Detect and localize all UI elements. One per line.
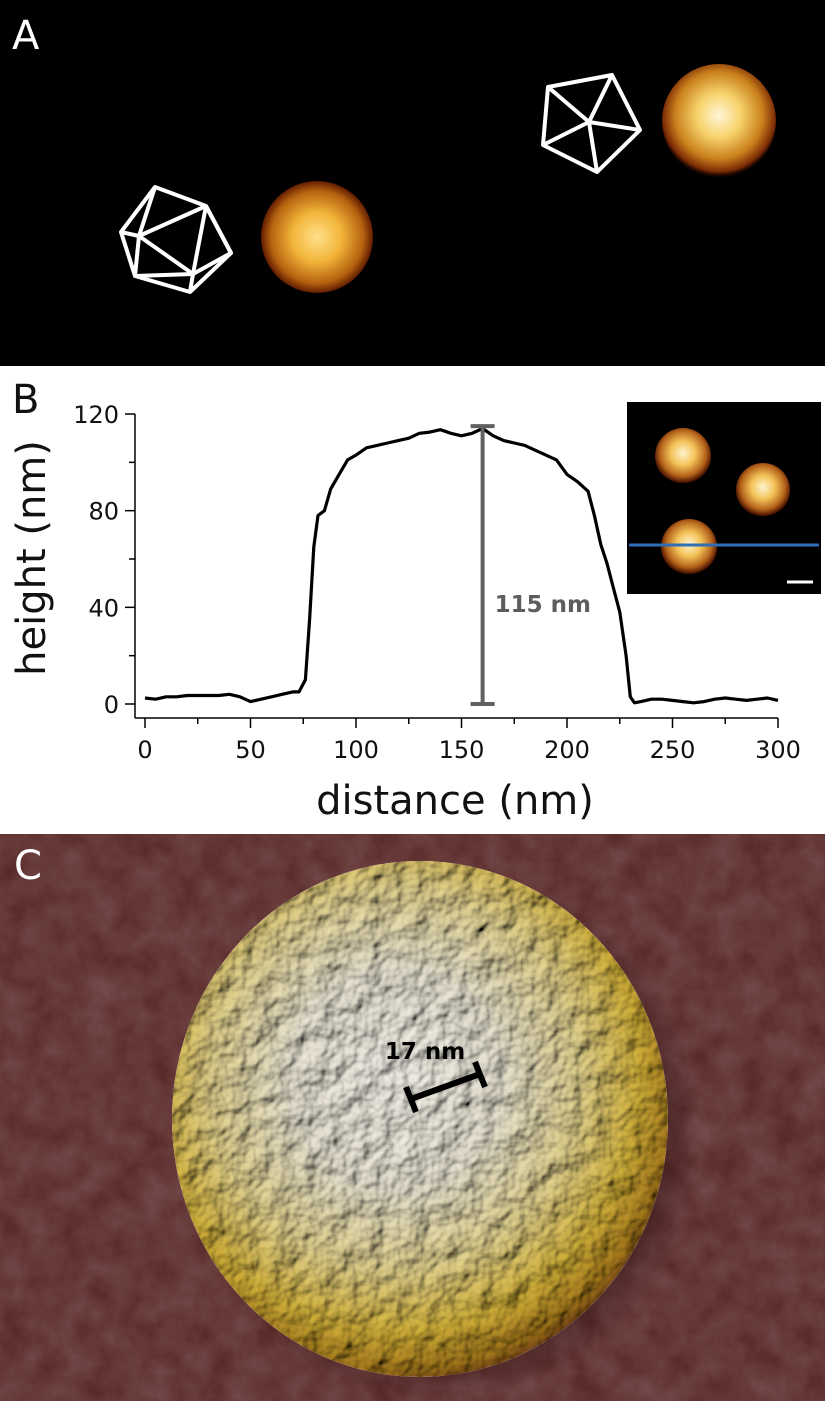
x-tick-label: 50 — [235, 736, 266, 764]
y-tick-label: 40 — [88, 594, 119, 622]
panel-label-a: A — [12, 13, 40, 59]
icosahedron-wireframe-right — [541, 73, 642, 174]
chart-tick-labels: 0 50 100 150 200 250 300 0 40 80 120 — [73, 401, 801, 764]
y-axis-title: height (nm) — [9, 440, 55, 676]
scale-bar-17nm — [403, 1060, 488, 1114]
panel-a-afm-overview: A — [0, 0, 825, 366]
inset-particle-top — [655, 428, 711, 484]
panel-b-height-profile: 0 50 100 150 200 250 300 0 40 80 120 115 nm distan… — [0, 366, 825, 834]
chart-axes — [134, 414, 778, 719]
virus-particle-right — [662, 64, 776, 178]
inset-afm-image — [627, 402, 821, 594]
chart-ticks — [125, 413, 779, 728]
y-tick-label: 0 — [104, 691, 119, 719]
scale-bar-label: 17 nm — [385, 1039, 465, 1065]
virus-capsid-3d — [172, 861, 668, 1377]
x-axis-title: distance (nm) — [316, 778, 594, 824]
y-tick-label: 120 — [73, 401, 119, 429]
icosahedron-wireframe-left — [119, 185, 233, 294]
panel-a-image — [119, 64, 776, 294]
height-profile-line — [144, 426, 779, 705]
height-annotation-label: 115 nm — [495, 592, 591, 618]
x-tick-label: 200 — [544, 736, 590, 764]
inset-image — [629, 428, 819, 584]
x-tick-label: 100 — [333, 736, 379, 764]
x-tick-label: 250 — [650, 736, 696, 764]
x-tick-label: 150 — [439, 736, 485, 764]
height-profile-chart: 0 50 100 150 200 250 300 0 40 80 120 115 nm distan… — [9, 401, 801, 824]
virus-particle-left — [261, 181, 373, 293]
panel-label-c: C — [14, 843, 42, 889]
panel-c-3d-afm-render: 17 nm C — [0, 834, 825, 1401]
x-tick-label: 300 — [755, 736, 801, 764]
panel-c-image: 17 nm — [0, 834, 825, 1401]
inset-particle-right — [736, 463, 790, 517]
height-marker — [470, 424, 495, 706]
panel-label-b: B — [12, 377, 40, 423]
x-tick-label: 0 — [137, 736, 152, 764]
y-tick-label: 80 — [88, 498, 119, 526]
inset-particle-bottom — [661, 519, 717, 575]
